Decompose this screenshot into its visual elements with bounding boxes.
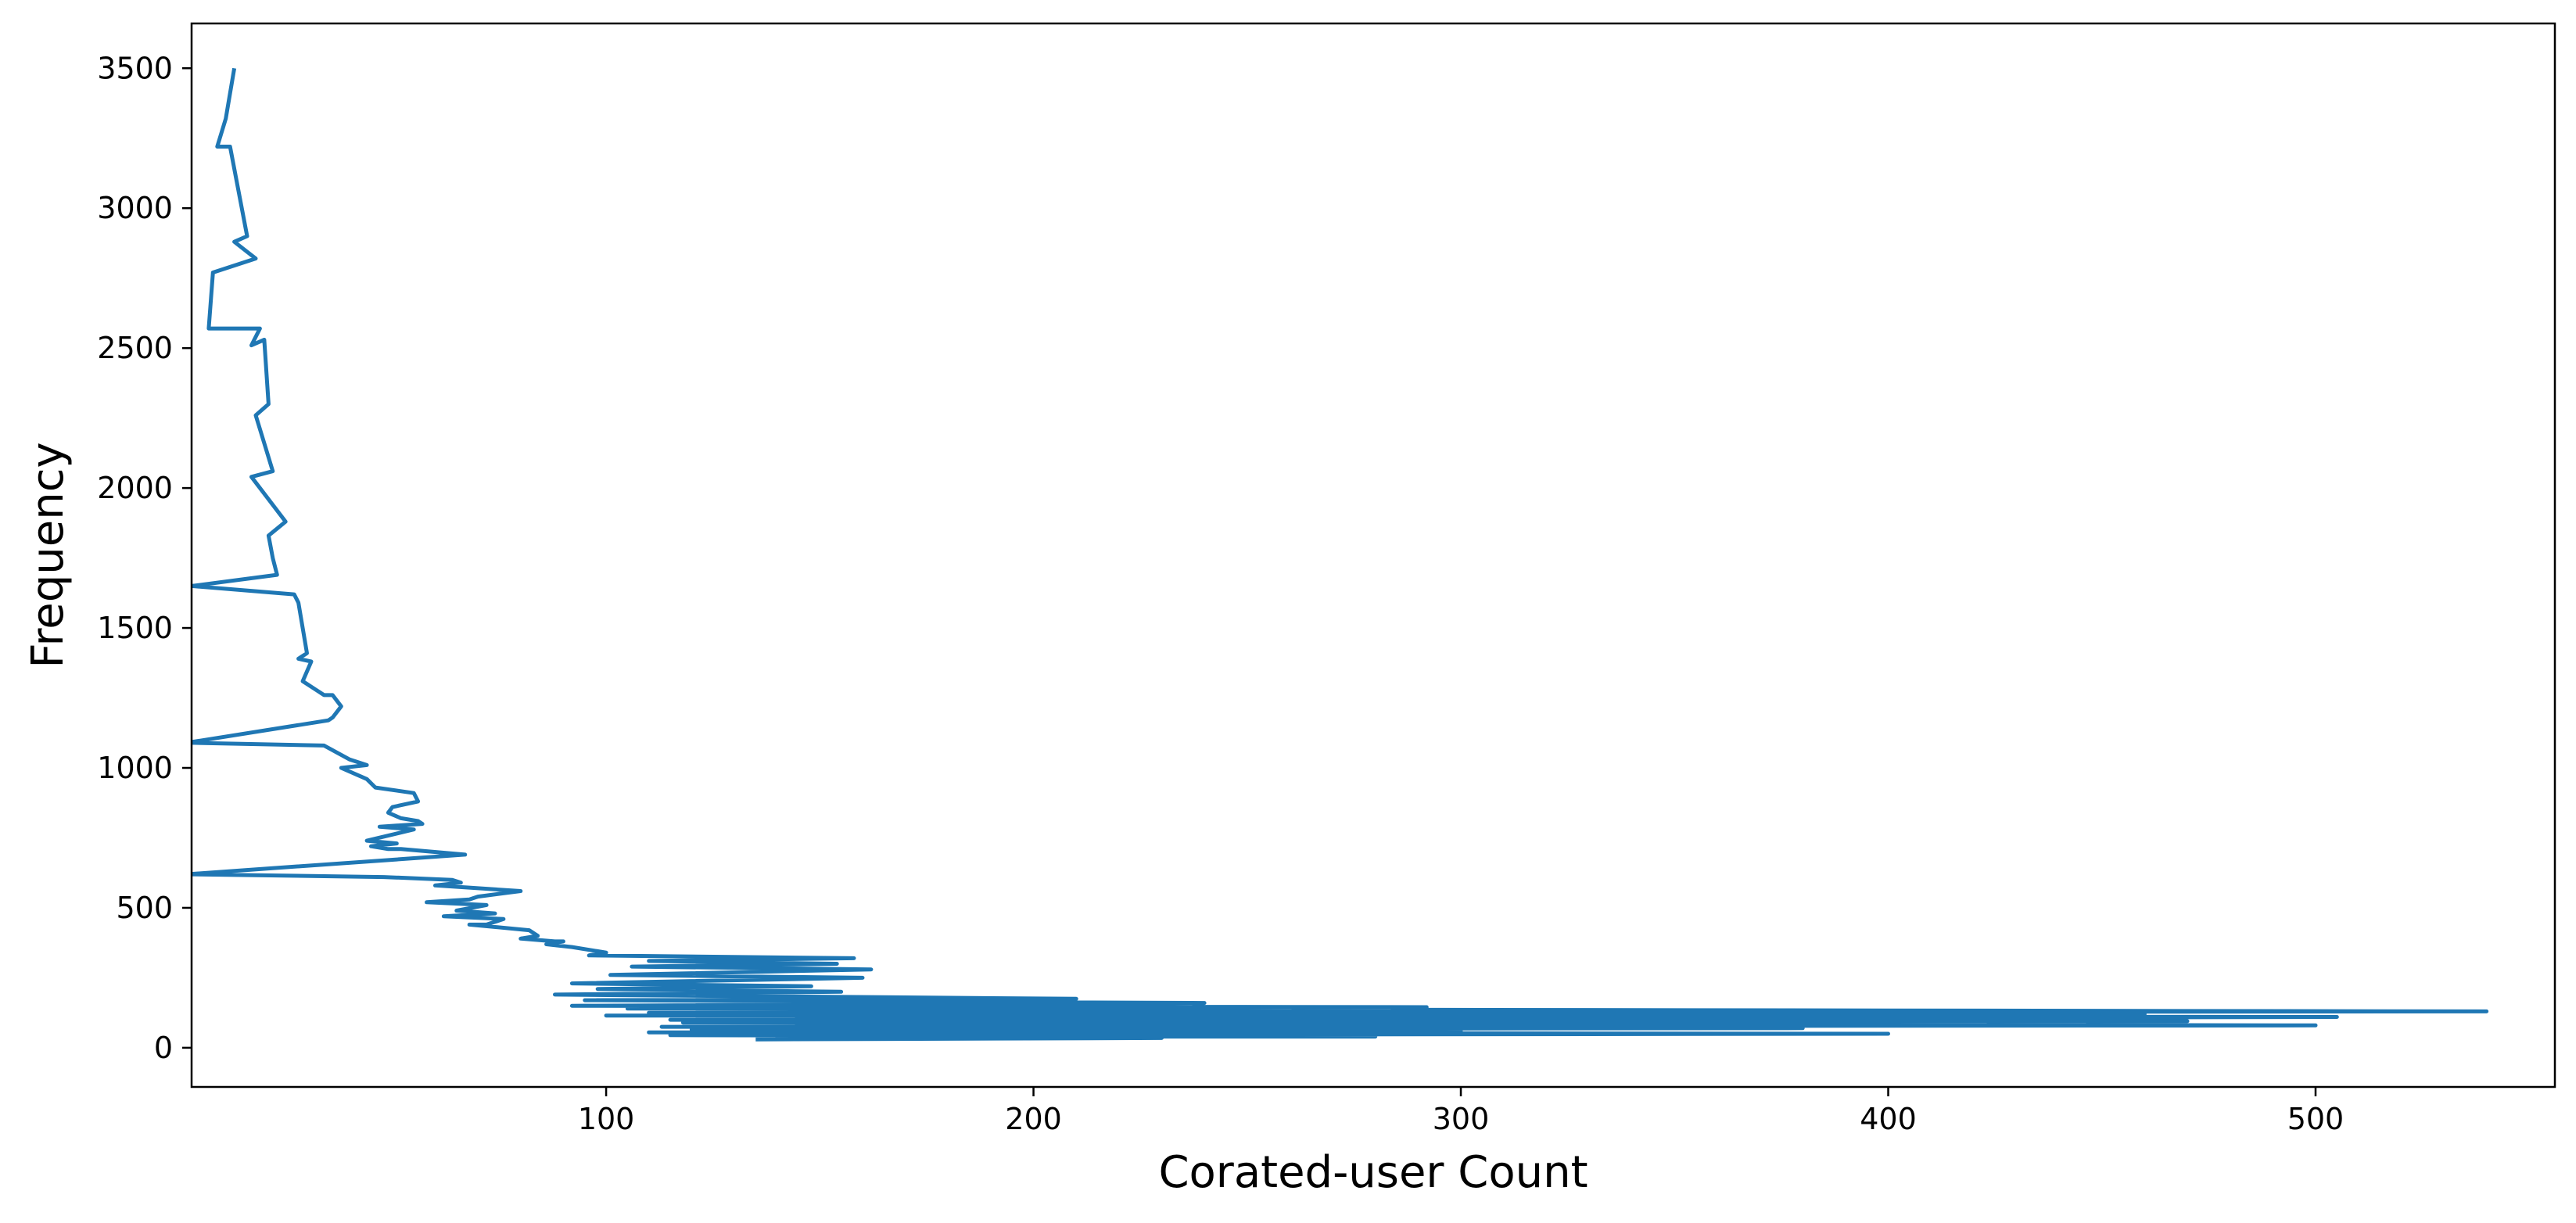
- x-tick-label: 400: [1860, 1102, 1917, 1136]
- y-axis-ticks: 0 500 1000 1500 2000 2500 3000 3500: [97, 51, 192, 1065]
- y-tick-label: 0: [154, 1031, 173, 1065]
- y-tick-label: 2500: [97, 331, 173, 365]
- series-layer: [192, 67, 2489, 1042]
- x-tick-label: 500: [2287, 1102, 2345, 1136]
- y-tick-label: 1500: [97, 611, 173, 645]
- y-tick-label: 3500: [97, 51, 173, 85]
- plot-frame: [190, 22, 2556, 1089]
- y-axis-label: Frequency: [23, 442, 74, 668]
- x-axis-label: Corated-user Count: [1158, 1147, 1588, 1198]
- x-tick-label: 300: [1433, 1102, 1490, 1136]
- x-tick-label: 200: [1005, 1102, 1062, 1136]
- series-line: [192, 67, 2489, 1042]
- x-tick-label: 100: [578, 1102, 635, 1136]
- plot-area: [192, 23, 2555, 1087]
- x-axis-ticks: 100 200 300 400 500: [578, 1087, 2344, 1136]
- y-tick-label: 3000: [97, 191, 173, 225]
- y-tick-label: 1000: [97, 751, 173, 785]
- y-tick-label: 500: [116, 891, 173, 925]
- y-tick-label: 2000: [97, 471, 173, 505]
